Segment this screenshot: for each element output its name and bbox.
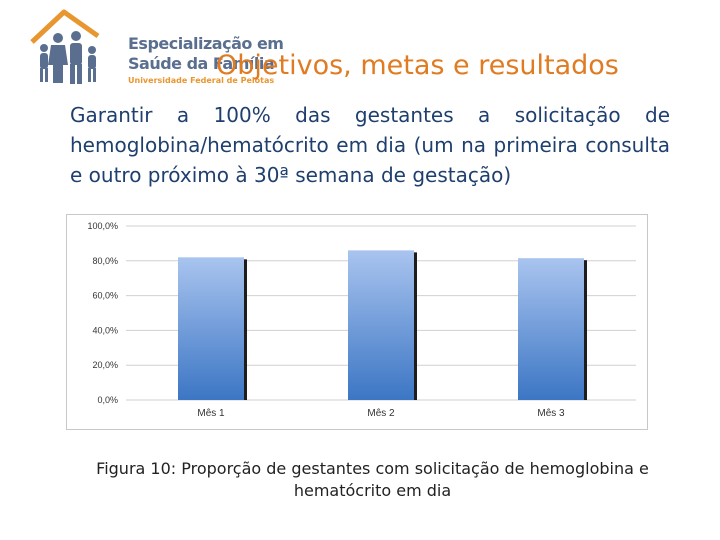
y-tick-label: 20,0% <box>92 360 118 370</box>
y-tick-label: 80,0% <box>92 256 118 266</box>
figure-caption: Figura 10: Proporção de gestantes com so… <box>96 459 649 500</box>
family-house-icon <box>30 9 100 84</box>
bar-chart: 0,0% 20,0% 40,0% 60,0% 80,0% 100,0% Mês 1 Mês … <box>66 214 648 430</box>
logo: Especialização em Saúde da Família Unive… <box>28 8 284 88</box>
bar <box>518 258 584 400</box>
x-tick-label: Mês 3 <box>537 408 565 419</box>
bar <box>348 250 414 400</box>
logo-line-3: Universidade Federal de Pelotas <box>128 76 275 85</box>
y-tick-label: 40,0% <box>92 325 118 335</box>
logo-line-1: Especialização em <box>128 34 284 53</box>
bar <box>178 257 244 400</box>
y-tick-label: 100,0% <box>87 221 118 231</box>
slide-title: Objetivos, metas e resultados <box>216 50 619 81</box>
x-tick-label: Mês 1 <box>197 408 225 419</box>
goal-text: Garantir a 100% das gestantes a solicita… <box>70 103 670 187</box>
logo-line-2: Saúde da Família <box>128 54 275 73</box>
y-tick-label: 0,0% <box>97 395 118 405</box>
y-tick-label: 60,0% <box>92 291 118 301</box>
x-tick-label: Mês 2 <box>367 408 395 419</box>
